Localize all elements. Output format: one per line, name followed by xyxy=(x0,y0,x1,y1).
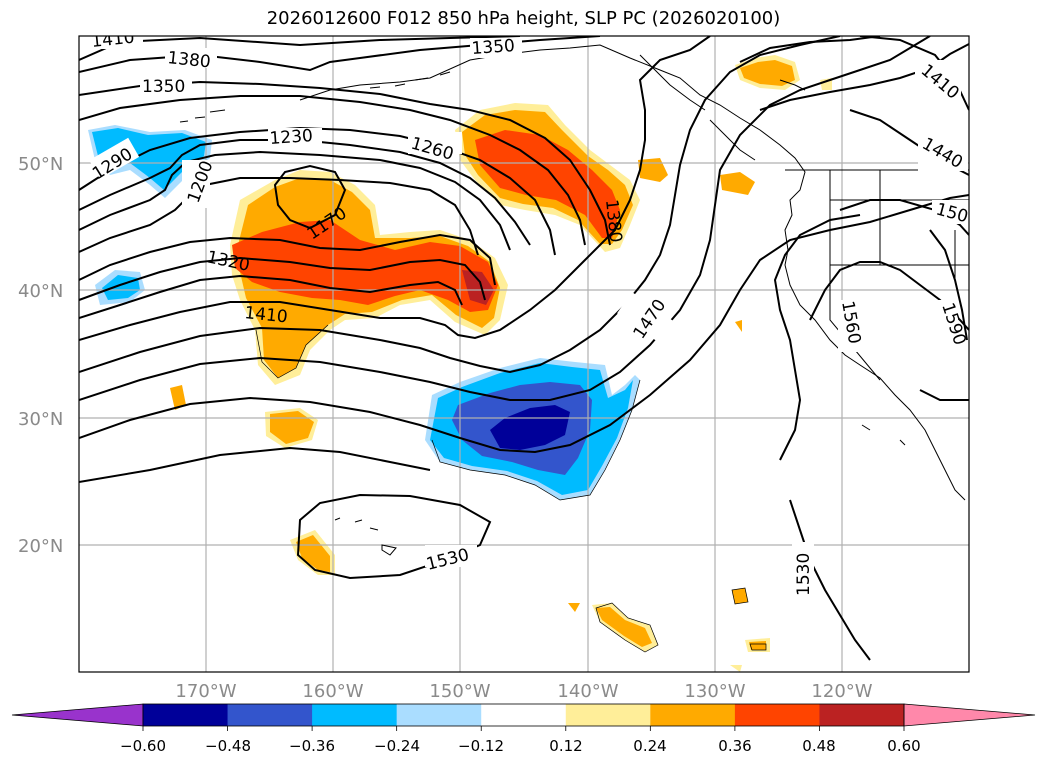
contour-labels: 1410 1380 1350 1350 1290 1230 1260 1200 … xyxy=(89,28,969,598)
colorbar-cell xyxy=(481,704,567,726)
contour-label: 1530 xyxy=(794,553,814,596)
colorbar-cell xyxy=(734,704,820,726)
colorbar-extend-max xyxy=(903,703,1036,727)
height-contours xyxy=(79,36,969,661)
map-frame xyxy=(78,35,970,673)
colorbar-label: −0.12 xyxy=(458,737,504,755)
lat-label: 30°N xyxy=(18,409,63,430)
colorbar-labels: −0.60 −0.48 −0.36 −0.24 −0.12 0.12 0.24 … xyxy=(120,737,921,755)
lat-label: 40°N xyxy=(18,281,63,302)
graticule xyxy=(79,36,969,672)
lat-label: 20°N xyxy=(18,536,63,557)
lon-label: 150°W xyxy=(429,681,490,702)
contour-label: 1410 xyxy=(243,303,288,327)
lon-label: 170°W xyxy=(175,681,236,702)
colorbar-cell xyxy=(312,704,398,726)
lon-label: 140°W xyxy=(557,681,618,702)
contour-label: 1230 xyxy=(269,126,314,149)
colorbar-label: 0.24 xyxy=(633,737,666,755)
latitude-labels: 50°N 40°N 30°N 20°N xyxy=(18,154,63,557)
contour-label: 1350 xyxy=(142,77,185,97)
contour-label: 1350 xyxy=(471,36,516,59)
colorbar-label: 0.48 xyxy=(802,737,835,755)
colorbar-label: −0.60 xyxy=(120,737,166,755)
contour-label: 1380 xyxy=(601,198,625,243)
colorbar: −0.60 −0.48 −0.36 −0.24 −0.12 0.12 0.24 … xyxy=(11,703,1036,755)
lon-label: 130°W xyxy=(684,681,745,702)
colorbar-label: −0.24 xyxy=(374,737,420,755)
contour-label: 1410 xyxy=(90,28,135,52)
colorbar-cell xyxy=(819,704,905,726)
colorbar-label: 0.60 xyxy=(887,737,920,755)
map-title: 2026012600 F012 850 hPa height, SLP PC (… xyxy=(266,8,781,29)
colorbar-extend-min xyxy=(11,703,144,727)
map-panel: 1410 1380 1350 1350 1290 1230 1260 1200 … xyxy=(79,28,969,672)
lon-label: 160°W xyxy=(302,681,363,702)
colorbar-cell xyxy=(650,704,736,726)
colorbar-cell xyxy=(396,704,482,726)
colorbar-label: 0.36 xyxy=(718,737,751,755)
colorbar-label: −0.36 xyxy=(289,737,335,755)
contour-label: 1380 xyxy=(166,48,211,72)
colorbar-label: 0.12 xyxy=(549,737,582,755)
colorbar-cell xyxy=(143,704,229,726)
colorbar-cell xyxy=(565,704,651,726)
colorbar-label: −0.48 xyxy=(205,737,251,755)
colorbar-cell xyxy=(227,704,313,726)
lat-label: 50°N xyxy=(18,154,63,175)
longitude-labels: 170°W 160°W 150°W 140°W 130°W 120°W xyxy=(175,681,872,702)
lon-label: 120°W xyxy=(811,681,872,702)
